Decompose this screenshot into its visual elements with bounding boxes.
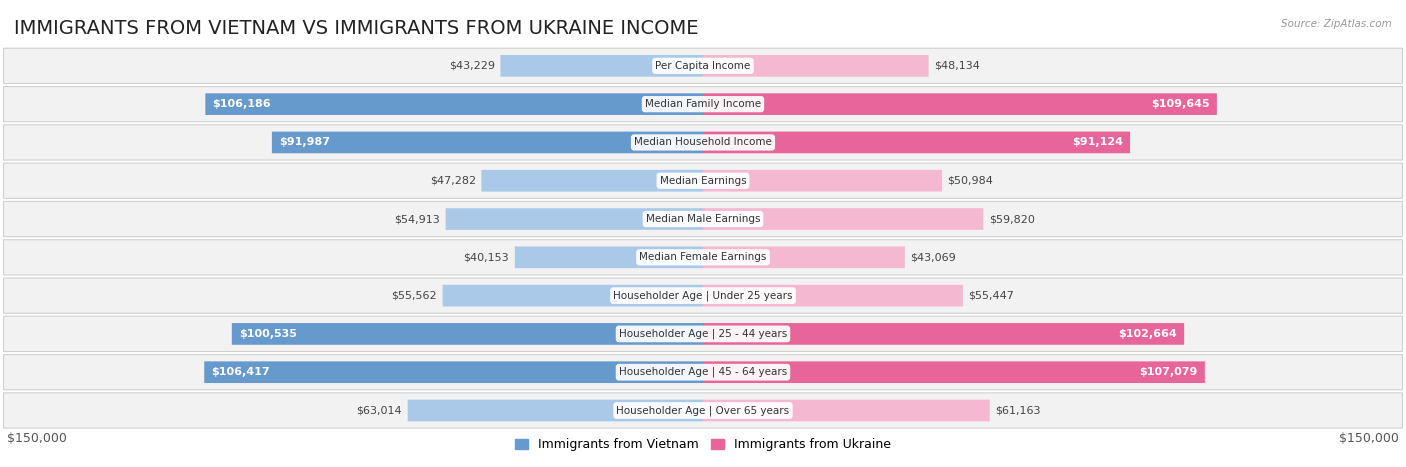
FancyBboxPatch shape <box>232 323 703 345</box>
FancyBboxPatch shape <box>4 393 1402 428</box>
Text: $61,163: $61,163 <box>995 405 1040 416</box>
Text: $91,124: $91,124 <box>1071 137 1123 148</box>
Text: $48,134: $48,134 <box>934 61 980 71</box>
FancyBboxPatch shape <box>4 201 1402 237</box>
Text: Source: ZipAtlas.com: Source: ZipAtlas.com <box>1281 19 1392 28</box>
Text: $40,153: $40,153 <box>464 252 509 262</box>
FancyBboxPatch shape <box>271 132 703 153</box>
Text: Median Male Earnings: Median Male Earnings <box>645 214 761 224</box>
Text: $43,229: $43,229 <box>449 61 495 71</box>
Text: Householder Age | Over 65 years: Householder Age | Over 65 years <box>616 405 790 416</box>
FancyBboxPatch shape <box>4 316 1402 352</box>
Text: $63,014: $63,014 <box>357 405 402 416</box>
FancyBboxPatch shape <box>703 170 942 191</box>
Text: $59,820: $59,820 <box>988 214 1035 224</box>
FancyBboxPatch shape <box>501 55 703 77</box>
FancyBboxPatch shape <box>703 247 905 268</box>
Text: Householder Age | 45 - 64 years: Householder Age | 45 - 64 years <box>619 367 787 377</box>
Text: $106,417: $106,417 <box>211 367 270 377</box>
Text: $150,000: $150,000 <box>1339 432 1399 446</box>
FancyBboxPatch shape <box>4 125 1402 160</box>
FancyBboxPatch shape <box>481 170 703 191</box>
Text: $102,664: $102,664 <box>1118 329 1177 339</box>
Text: $100,535: $100,535 <box>239 329 297 339</box>
FancyBboxPatch shape <box>703 93 1216 115</box>
Text: $47,282: $47,282 <box>430 176 475 186</box>
Text: $55,562: $55,562 <box>391 290 437 301</box>
FancyBboxPatch shape <box>703 132 1130 153</box>
FancyBboxPatch shape <box>446 208 703 230</box>
Text: $107,079: $107,079 <box>1139 367 1198 377</box>
Text: Per Capita Income: Per Capita Income <box>655 61 751 71</box>
Text: IMMIGRANTS FROM VIETNAM VS IMMIGRANTS FROM UKRAINE INCOME: IMMIGRANTS FROM VIETNAM VS IMMIGRANTS FR… <box>14 19 699 38</box>
Text: Median Family Income: Median Family Income <box>645 99 761 109</box>
FancyBboxPatch shape <box>204 361 703 383</box>
Text: Median Household Income: Median Household Income <box>634 137 772 148</box>
FancyBboxPatch shape <box>703 285 963 306</box>
FancyBboxPatch shape <box>4 354 1402 390</box>
FancyBboxPatch shape <box>205 93 703 115</box>
FancyBboxPatch shape <box>443 285 703 306</box>
Text: $109,645: $109,645 <box>1152 99 1209 109</box>
FancyBboxPatch shape <box>515 247 703 268</box>
FancyBboxPatch shape <box>703 323 1184 345</box>
FancyBboxPatch shape <box>4 86 1402 122</box>
Text: $91,987: $91,987 <box>278 137 330 148</box>
FancyBboxPatch shape <box>4 163 1402 198</box>
Text: $150,000: $150,000 <box>7 432 67 446</box>
FancyBboxPatch shape <box>703 55 928 77</box>
FancyBboxPatch shape <box>408 400 703 421</box>
Text: $43,069: $43,069 <box>911 252 956 262</box>
Legend: Immigrants from Vietnam, Immigrants from Ukraine: Immigrants from Vietnam, Immigrants from… <box>510 433 896 456</box>
Text: Householder Age | 25 - 44 years: Householder Age | 25 - 44 years <box>619 329 787 339</box>
Text: $54,913: $54,913 <box>394 214 440 224</box>
Text: $106,186: $106,186 <box>212 99 271 109</box>
FancyBboxPatch shape <box>4 278 1402 313</box>
FancyBboxPatch shape <box>4 240 1402 275</box>
Text: Householder Age | Under 25 years: Householder Age | Under 25 years <box>613 290 793 301</box>
FancyBboxPatch shape <box>4 48 1402 84</box>
Text: $50,984: $50,984 <box>948 176 994 186</box>
FancyBboxPatch shape <box>703 361 1205 383</box>
FancyBboxPatch shape <box>703 208 983 230</box>
Text: Median Female Earnings: Median Female Earnings <box>640 252 766 262</box>
Text: Median Earnings: Median Earnings <box>659 176 747 186</box>
FancyBboxPatch shape <box>703 400 990 421</box>
Text: $55,447: $55,447 <box>969 290 1014 301</box>
